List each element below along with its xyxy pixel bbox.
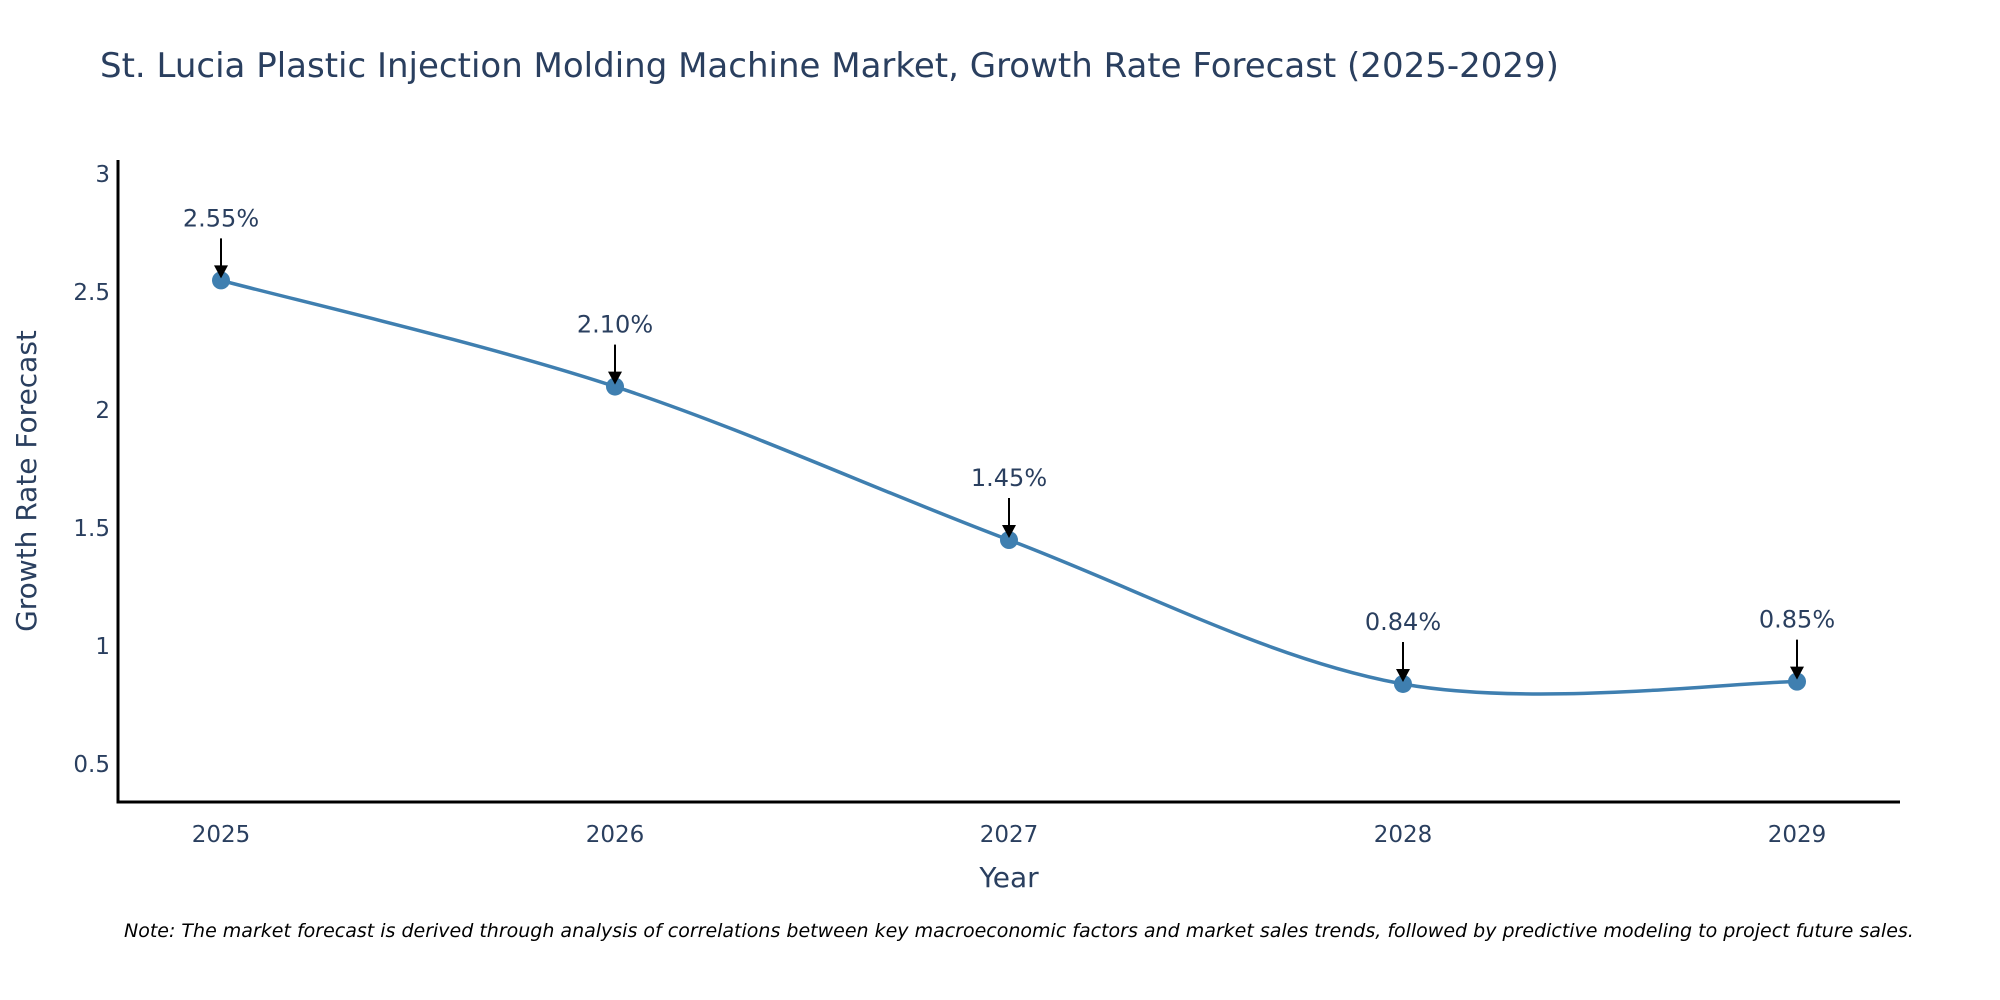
annotation-arrow-head	[1002, 525, 1016, 539]
x-tick-label: 2027	[980, 822, 1039, 848]
data-labels: 2.55% 2.10% 1.45% 0.84% 0.85%	[183, 204, 1835, 682]
y-tick-label: 0.5	[73, 752, 110, 778]
data-label: 2.55%	[183, 204, 259, 232]
y-tick-label: 2.5	[73, 280, 110, 306]
y-tick-label: 1.5	[73, 516, 110, 542]
axes	[116, 160, 1900, 804]
x-tick-label: 2026	[586, 822, 645, 848]
x-axis-title: Year	[978, 861, 1039, 894]
x-tick-label: 2028	[1374, 822, 1433, 848]
x-tick-label: 2029	[1768, 822, 1827, 848]
x-tick-labels: 2025 2026 2027 2028 2029	[192, 822, 1827, 848]
data-label: 2.10%	[577, 311, 653, 339]
annotation-arrow-head	[608, 371, 622, 385]
annotation-arrow-head	[1790, 666, 1804, 680]
data-points	[212, 271, 1806, 693]
data-point[interactable]	[212, 271, 230, 290]
y-axis-title: Growth Rate Forecast	[10, 330, 43, 632]
data-point[interactable]	[1394, 674, 1412, 693]
footnote: Note: The market forecast is derived thr…	[124, 920, 1914, 942]
data-point[interactable]	[606, 377, 624, 396]
data-point[interactable]	[1788, 672, 1806, 691]
data-label: 1.45%	[971, 464, 1047, 492]
data-point[interactable]	[1000, 531, 1018, 550]
data-label: 0.85%	[1759, 606, 1835, 634]
data-label: 0.84%	[1365, 608, 1441, 636]
annotation-arrow-head	[1396, 668, 1410, 682]
y-tick-label: 1	[95, 634, 110, 660]
y-tick-labels: 0.5 1 1.5 2 2.5 3	[73, 162, 110, 778]
x-tick-label: 2025	[192, 822, 251, 848]
chart-title: St. Lucia Plastic Injection Molding Mach…	[100, 46, 1559, 86]
y-tick-label: 3	[95, 162, 110, 188]
annotation-arrow-head	[214, 265, 228, 279]
y-tick-label: 2	[95, 398, 110, 424]
